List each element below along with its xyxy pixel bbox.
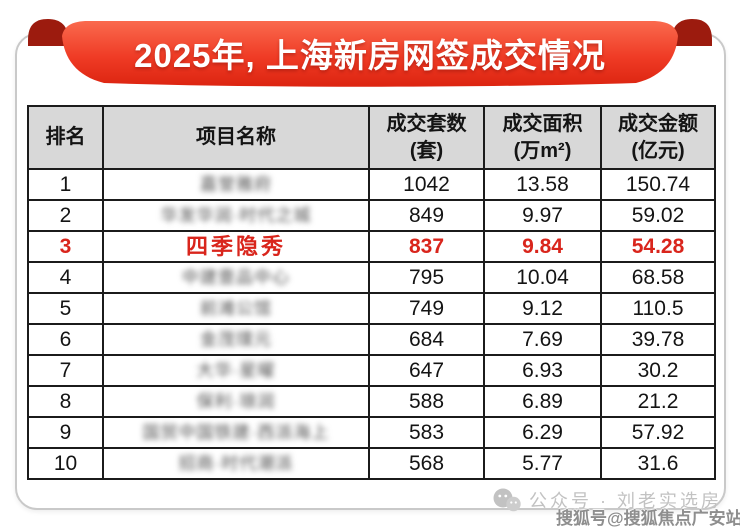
cell-name: 大华·星曜 bbox=[102, 354, 370, 387]
cell-area: 6.93 bbox=[483, 354, 602, 387]
table-row-rank-4: 4 中建壹品中心 795 10.04 68.58 bbox=[27, 261, 716, 294]
cell-rank: 8 bbox=[27, 385, 104, 418]
cell-rank: 5 bbox=[27, 292, 104, 325]
cell-area: 9.84 bbox=[483, 230, 602, 263]
wechat-watermark-text: 公众号 · 刘老实选房 bbox=[529, 491, 722, 511]
sales-table: 排名 项目名称 成交套数 (套) 成交面积 (万m²) 成交金额 (亿元) 1 嘉誉雅府 1042… bbox=[27, 105, 716, 480]
cell-units: 647 bbox=[368, 354, 485, 387]
cell-name: 保利·琅润 bbox=[102, 385, 370, 418]
cell-amount: 39.78 bbox=[600, 323, 716, 356]
cell-name: 招商·时代潮派 bbox=[102, 447, 370, 480]
cell-amount: 21.2 bbox=[600, 385, 716, 418]
column-header-units: 成交套数 (套) bbox=[368, 105, 485, 170]
header-row: 排名 项目名称 成交套数 (套) 成交面积 (万m²) 成交金额 (亿元) bbox=[27, 105, 716, 170]
table-row-rank-10: 10 招商·时代潮派 568 5.77 31.6 bbox=[27, 447, 716, 480]
cell-area: 6.89 bbox=[483, 385, 602, 418]
cell-area: 10.04 bbox=[483, 261, 602, 294]
cell-amount: 110.5 bbox=[600, 292, 716, 325]
cell-amount: 150.74 bbox=[600, 168, 716, 201]
cell-rank: 6 bbox=[27, 323, 104, 356]
cell-amount: 57.92 bbox=[600, 416, 716, 449]
cell-area: 13.58 bbox=[483, 168, 602, 201]
cell-units: 749 bbox=[368, 292, 485, 325]
ribbon-body bbox=[62, 21, 678, 87]
cell-units: 849 bbox=[368, 199, 485, 232]
cell-name: 国贸中国铁建·西派海上 bbox=[102, 416, 370, 449]
cell-amount: 54.28 bbox=[600, 230, 716, 263]
table-row-rank-9: 9 国贸中国铁建·西派海上 583 6.29 57.92 bbox=[27, 416, 716, 449]
cell-amount: 59.02 bbox=[600, 199, 716, 232]
cell-units: 1042 bbox=[368, 168, 485, 201]
ribbon-left-fold bbox=[28, 19, 69, 46]
cell-units: 837 bbox=[368, 230, 485, 263]
table-row-rank-3: 3 四季隐秀 837 9.84 54.28 bbox=[27, 230, 716, 263]
column-header-name: 项目名称 bbox=[102, 105, 370, 170]
table-row-rank-8: 8 保利·琅润 588 6.89 21.2 bbox=[27, 385, 716, 418]
cell-rank: 7 bbox=[27, 354, 104, 387]
cell-name: 中建壹品中心 bbox=[102, 261, 370, 294]
cell-rank: 9 bbox=[27, 416, 104, 449]
cell-units: 684 bbox=[368, 323, 485, 356]
cell-units: 588 bbox=[368, 385, 485, 418]
table-row-rank-6: 6 金茂璞元 684 7.69 39.78 bbox=[27, 323, 716, 356]
cell-name: 嘉誉雅府 bbox=[102, 168, 370, 201]
cell-name: 四季隐秀 bbox=[102, 230, 370, 263]
cell-rank: 1 bbox=[27, 168, 104, 201]
ribbon-right-fold bbox=[671, 19, 712, 46]
table-row-rank-7: 7 大华·星曜 647 6.93 30.2 bbox=[27, 354, 716, 387]
cell-rank: 10 bbox=[27, 447, 104, 480]
ribbon-banner bbox=[28, 19, 712, 87]
cell-area: 9.12 bbox=[483, 292, 602, 325]
table-row-rank-2: 2 华发华润·时代之城 849 9.97 59.02 bbox=[27, 199, 716, 232]
cell-area: 5.77 bbox=[483, 447, 602, 480]
wechat-watermark: 公众号 · 刘老实选房 bbox=[492, 487, 722, 513]
cell-area: 6.29 bbox=[483, 416, 602, 449]
column-header-area: 成交面积 (万m²) bbox=[483, 105, 602, 170]
cell-name: 华发华润·时代之城 bbox=[102, 199, 370, 232]
cell-rank: 2 bbox=[27, 199, 104, 232]
table-row-rank-5: 5 前滩公馆 749 9.12 110.5 bbox=[27, 292, 716, 325]
column-header-amount: 成交金额 (亿元) bbox=[600, 105, 716, 170]
cell-name: 前滩公馆 bbox=[102, 292, 370, 325]
wechat-icon bbox=[493, 488, 521, 511]
cell-area: 9.97 bbox=[483, 199, 602, 232]
cell-amount: 68.58 bbox=[600, 261, 716, 294]
cell-units: 583 bbox=[368, 416, 485, 449]
cell-rank: 3 bbox=[27, 230, 104, 263]
cell-units: 795 bbox=[368, 261, 485, 294]
sohu-watermark-text: 搜狐号@搜狐焦点广安站 bbox=[556, 509, 740, 528]
table-body: 1 嘉誉雅府 1042 13.58 150.74 2 华发华润·时代之城 849 9.97 59.… bbox=[27, 168, 716, 480]
table-row-rank-1: 1 嘉誉雅府 1042 13.58 150.74 bbox=[27, 168, 716, 201]
column-header-rank: 排名 bbox=[27, 105, 104, 170]
cell-area: 7.69 bbox=[483, 323, 602, 356]
cell-amount: 30.2 bbox=[600, 354, 716, 387]
table-header: 排名 项目名称 成交套数 (套) 成交面积 (万m²) 成交金额 (亿元) bbox=[27, 105, 716, 170]
cell-name: 金茂璞元 bbox=[102, 323, 370, 356]
banner-title: 2025年, 上海新房网签成交情况 bbox=[134, 37, 606, 74]
cell-amount: 31.6 bbox=[600, 447, 716, 480]
cell-rank: 4 bbox=[27, 261, 104, 294]
cell-units: 568 bbox=[368, 447, 485, 480]
